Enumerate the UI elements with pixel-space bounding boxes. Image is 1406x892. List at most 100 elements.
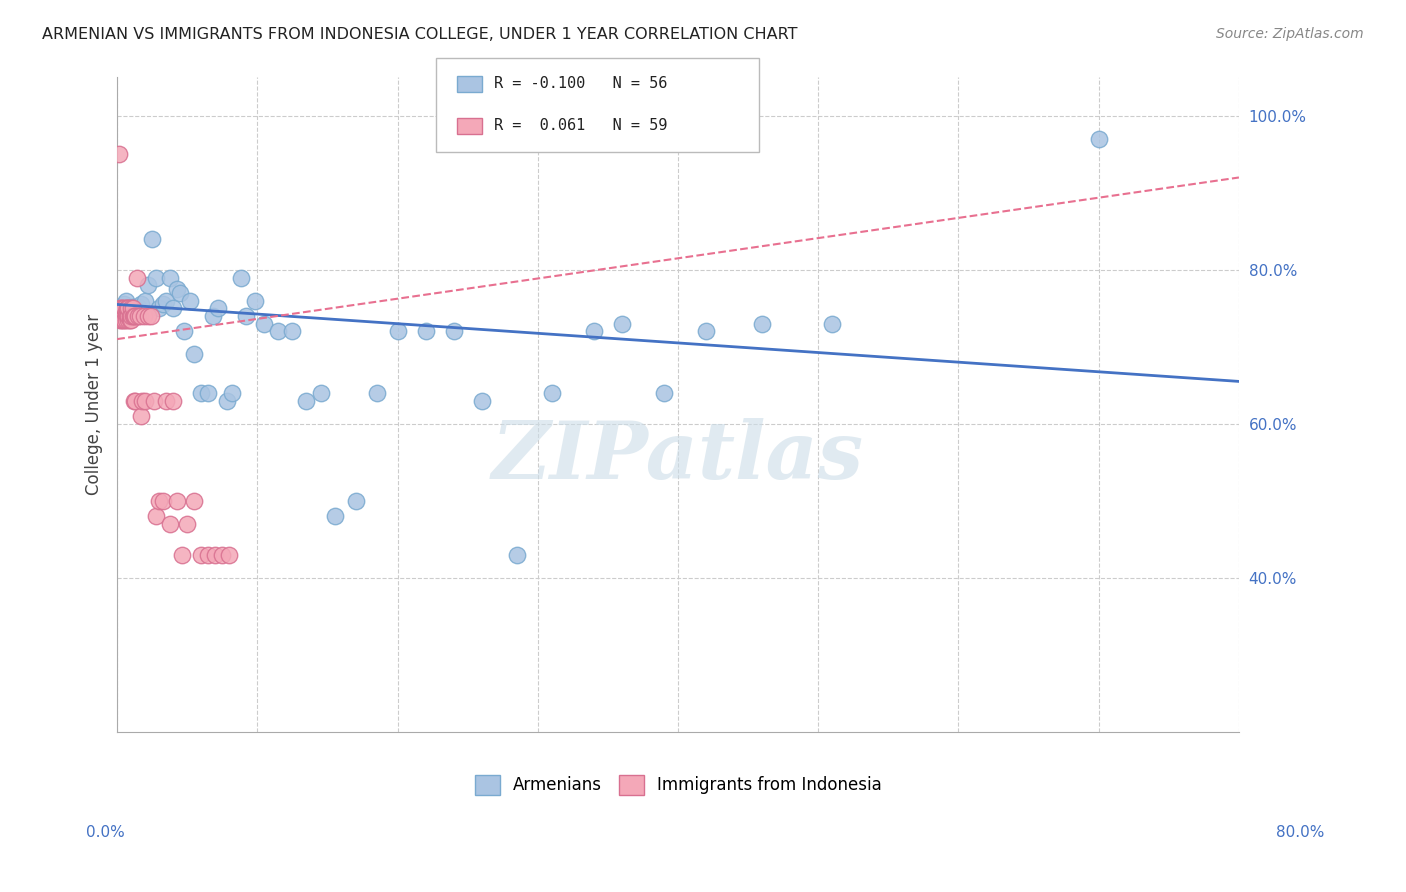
Point [111, 301, 134, 316]
Point [118, 301, 141, 316]
Point [344, 493, 367, 508]
Point [128, 309, 150, 323]
Point [111, 313, 134, 327]
Point [166, 493, 188, 508]
Point [110, 301, 132, 316]
Point [117, 309, 139, 323]
Point [122, 393, 145, 408]
Point [117, 301, 139, 316]
Point [162, 393, 184, 408]
Point [197, 386, 219, 401]
Point [111, 309, 134, 323]
Point [751, 317, 773, 331]
Point [652, 386, 675, 401]
Point [179, 293, 201, 308]
Point [695, 325, 717, 339]
Point [159, 270, 181, 285]
Point [243, 293, 266, 308]
Point [115, 309, 138, 323]
Point [136, 278, 159, 293]
Point [107, 147, 129, 161]
Point [415, 325, 437, 339]
Point [107, 309, 129, 323]
Point [122, 309, 145, 323]
Point [1087, 132, 1109, 146]
Point [148, 301, 170, 316]
Point [281, 325, 304, 339]
Point [127, 300, 149, 314]
Text: R = -0.100   N = 56: R = -0.100 N = 56 [494, 76, 666, 91]
Point [112, 301, 135, 316]
Point [215, 393, 238, 408]
Point [115, 301, 138, 316]
Point [129, 297, 152, 311]
Point [218, 548, 240, 562]
Point [122, 302, 145, 317]
Point [221, 386, 243, 401]
Point [124, 301, 146, 316]
Point [211, 548, 233, 562]
Text: R =  0.061   N = 59: R = 0.061 N = 59 [494, 119, 666, 134]
Point [142, 393, 165, 408]
Point [169, 285, 191, 300]
Point [132, 309, 155, 323]
Text: 0.0%: 0.0% [86, 825, 125, 840]
Point [110, 313, 132, 327]
Point [190, 548, 212, 562]
Point [471, 393, 494, 408]
Point [204, 548, 226, 562]
Point [267, 325, 290, 339]
Point [134, 293, 156, 308]
Point [323, 509, 346, 524]
Point [162, 301, 184, 316]
Point [145, 509, 167, 524]
Point [121, 309, 143, 323]
Point [541, 386, 564, 401]
Point [120, 301, 142, 316]
Point [152, 493, 174, 508]
Point [139, 309, 162, 323]
Point [108, 301, 131, 316]
Text: ZIPatlas: ZIPatlas [492, 418, 865, 496]
Point [131, 393, 153, 408]
Point [114, 293, 136, 308]
Point [506, 548, 529, 562]
Point [176, 516, 198, 531]
Point [155, 293, 177, 308]
Text: Source: ZipAtlas.com: Source: ZipAtlas.com [1216, 27, 1364, 41]
Point [821, 317, 844, 331]
Point [117, 305, 139, 319]
Point [610, 317, 633, 331]
Point [117, 313, 139, 327]
Point [112, 297, 135, 311]
Point [118, 313, 141, 327]
Point [129, 409, 152, 423]
Point [145, 270, 167, 285]
Point [295, 393, 318, 408]
Y-axis label: College, Under 1 year: College, Under 1 year [86, 314, 103, 495]
Text: ARMENIAN VS IMMIGRANTS FROM INDONESIA COLLEGE, UNDER 1 YEAR CORRELATION CHART: ARMENIAN VS IMMIGRANTS FROM INDONESIA CO… [42, 27, 797, 42]
Text: 80.0%: 80.0% [1277, 825, 1324, 840]
Point [136, 309, 159, 323]
Point [148, 493, 170, 508]
Point [229, 270, 252, 285]
Point [366, 386, 388, 401]
Point [114, 313, 136, 327]
Point [120, 313, 142, 327]
Point [207, 301, 229, 316]
Point [387, 325, 409, 339]
Point [110, 301, 132, 316]
Point [124, 393, 146, 408]
Point [152, 297, 174, 311]
Point [118, 309, 141, 323]
Point [309, 386, 332, 401]
Point [112, 309, 135, 323]
Point [108, 309, 131, 323]
Point [582, 325, 605, 339]
Point [253, 317, 276, 331]
Point [115, 301, 138, 316]
Point [121, 300, 143, 314]
Point [121, 301, 143, 316]
Point [197, 548, 219, 562]
Point [112, 313, 135, 327]
